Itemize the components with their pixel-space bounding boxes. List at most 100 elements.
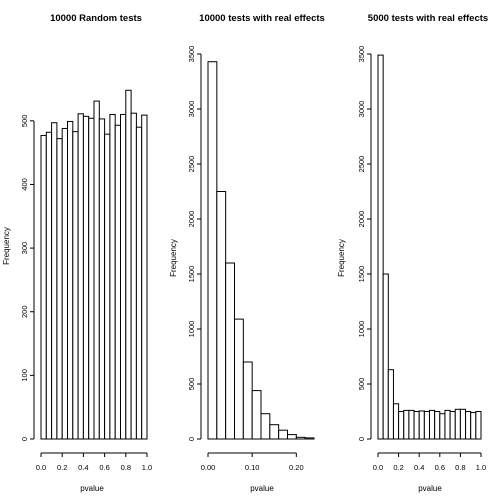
histogram-bar — [304, 437, 315, 440]
histogram-bar — [109, 113, 116, 440]
x-tick-label: 0.0 — [373, 463, 383, 472]
histogram-bar — [88, 117, 95, 440]
histogram-bar — [251, 390, 262, 440]
x-tick-label: 1.0 — [476, 463, 486, 472]
histogram-bar — [141, 114, 148, 440]
histogram-bar — [377, 54, 384, 440]
histogram-bar — [444, 409, 451, 440]
histogram-bar — [269, 424, 280, 440]
histogram-bar — [454, 408, 461, 440]
histogram-bar — [449, 411, 456, 440]
x-tick-label: 0.8 — [455, 463, 465, 472]
histogram-bar — [61, 127, 69, 440]
y-tick-label: 100 — [20, 369, 29, 382]
y-axis-label: Frequency — [2, 227, 11, 265]
histogram-bar — [40, 134, 47, 440]
y-tick-label: 0 — [187, 437, 196, 441]
histogram-bar — [398, 411, 405, 440]
histogram-bar — [465, 411, 472, 440]
y-tick-label: 0 — [20, 437, 29, 441]
histogram-bar — [82, 115, 90, 440]
histogram-bar — [114, 124, 121, 440]
histogram-bar — [418, 410, 425, 440]
x-tick-label: 0.6 — [435, 463, 445, 472]
histogram-bar — [135, 126, 143, 440]
histogram-bar — [216, 191, 227, 440]
x-tick-label: 0.00 — [201, 463, 216, 472]
histogram-bar — [120, 113, 127, 440]
chart-title: 10000 Random tests — [50, 13, 142, 24]
histogram-bar — [408, 409, 415, 440]
chart-title: 10000 tests with real effects — [199, 13, 325, 24]
x-tick-label: 0.20 — [289, 463, 304, 472]
y-tick-label: 2500 — [187, 156, 196, 173]
x-tick-label: 0.2 — [57, 463, 67, 472]
x-tick-label: 1.0 — [142, 463, 152, 472]
panel-5000-real-effects: 5000 tests with real effects pvalue Freq… — [337, 13, 488, 493]
histogram-bar — [295, 436, 306, 440]
x-tick-label: 0.4 — [78, 463, 88, 472]
histogram-bar — [242, 361, 253, 440]
histogram-bar — [459, 408, 467, 440]
histogram-bar — [67, 120, 74, 440]
histogram-bar — [51, 122, 58, 440]
histogram-bar — [130, 112, 137, 440]
histogram-bar — [93, 100, 100, 440]
histogram-bar — [234, 318, 244, 440]
x-tick-label: 0.8 — [121, 463, 131, 472]
y-tick-label: 500 — [187, 378, 196, 391]
histogram-bar — [439, 413, 446, 440]
histogram-bar — [45, 131, 53, 440]
y-tick-label: 2500 — [357, 156, 366, 173]
histogram-bar — [72, 131, 79, 440]
histogram-bar — [207, 61, 218, 440]
y-tick-label: 3000 — [187, 101, 196, 118]
y-axis-label: Frequency — [337, 239, 346, 277]
histogram-bar — [98, 118, 106, 440]
histogram-bar — [382, 273, 389, 440]
x-tick-label: 0.0 — [36, 463, 46, 472]
histogram-bar — [434, 411, 441, 440]
x-tick-label: 0.4 — [414, 463, 424, 472]
x-tick-label: 0.10 — [245, 463, 260, 472]
histogram-bar — [429, 409, 436, 440]
y-tick-label: 3500 — [187, 46, 196, 63]
histogram-bar — [403, 409, 410, 440]
x-axis-label: pvalue — [418, 484, 442, 493]
histogram-bar — [278, 429, 288, 440]
y-tick-label: 2000 — [357, 211, 366, 228]
panel-10000-real-effects: 10000 tests with real effects pvalue Fre… — [169, 13, 325, 493]
histogram-bar — [287, 434, 297, 440]
histogram-bar — [413, 411, 420, 440]
y-tick-label: 1000 — [357, 321, 366, 338]
y-tick-label: 1500 — [357, 266, 366, 283]
histogram-bar — [470, 412, 477, 440]
x-tick-label: 0.2 — [393, 463, 403, 472]
panel-random-tests: 10000 Random tests pvalue Frequency 0 100… — [2, 13, 152, 493]
histogram-bar — [225, 262, 236, 440]
y-tick-label: 1500 — [187, 266, 196, 283]
y-tick-label: 3500 — [357, 46, 366, 63]
x-axis-label: pvalue — [80, 484, 104, 493]
y-tick-label: 2000 — [187, 211, 196, 228]
y-tick-label: 1000 — [187, 321, 196, 338]
histogram-bar — [423, 411, 431, 440]
y-tick-label: 500 — [20, 115, 29, 128]
y-tick-label: 500 — [357, 378, 366, 391]
histogram-bar — [77, 113, 84, 440]
y-axis-label: Frequency — [169, 239, 178, 277]
histogram-bar — [260, 413, 271, 440]
y-tick-label: 400 — [20, 178, 29, 191]
histogram-bar — [475, 411, 482, 440]
y-tick-label: 3000 — [357, 101, 366, 118]
y-tick-label: 0 — [357, 437, 366, 441]
x-tick-label: 0.6 — [99, 463, 109, 472]
histogram-bar — [125, 89, 132, 440]
histogram-bar — [392, 403, 400, 440]
chart-title: 5000 tests with real effects — [368, 13, 488, 24]
y-tick-label: 200 — [20, 305, 29, 318]
y-tick-label: 300 — [20, 242, 29, 255]
x-axis-label: pvalue — [250, 484, 274, 493]
histogram-bar — [56, 138, 63, 440]
